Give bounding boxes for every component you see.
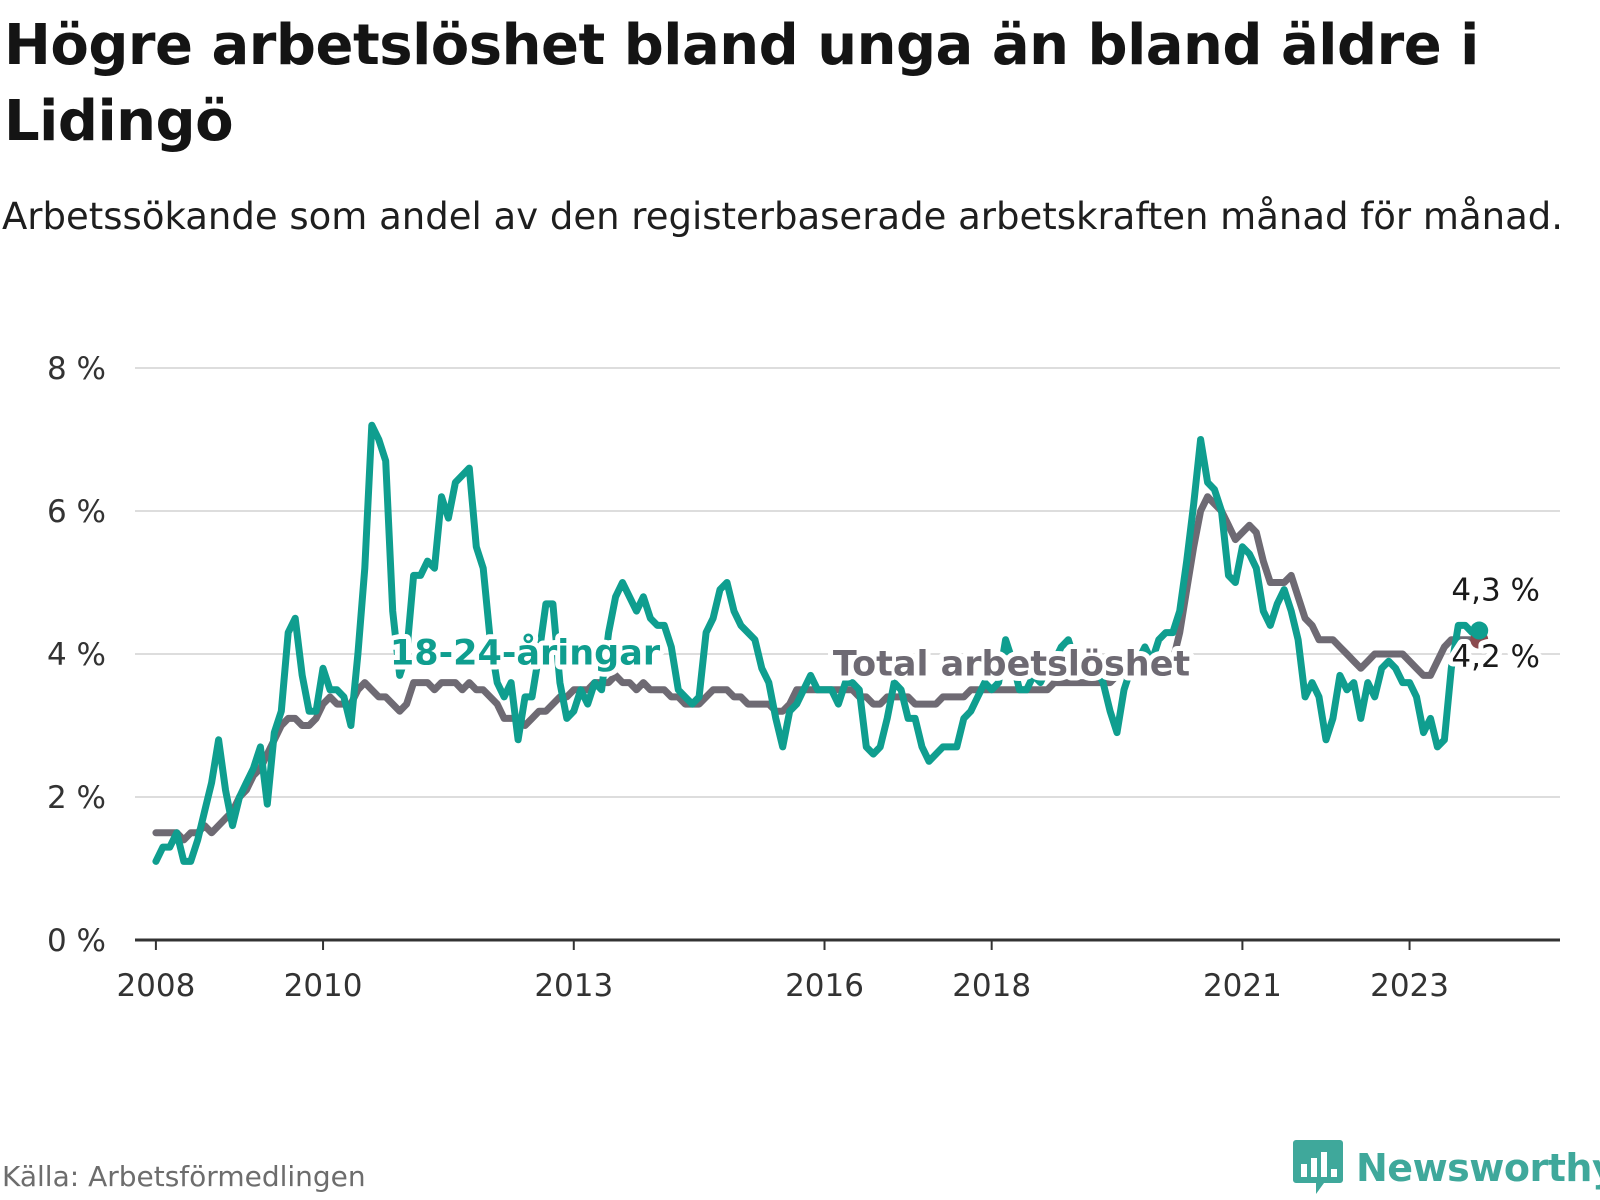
y-tick-label: 6 % (47, 494, 106, 530)
series-youth-end-label: 4,3 % (1451, 572, 1540, 608)
x-tick-label: 2018 (952, 968, 1031, 1004)
series-youth-label: 18-24-åringar (390, 633, 661, 674)
x-tick-label: 2008 (116, 968, 195, 1004)
series-lines (152, 421, 1489, 865)
x-tick-label: 2023 (1370, 968, 1449, 1004)
line-chart: 0 % 2 % 4 % 6 % 8 % 2008 2010 2013 2016 2018 2021… (47, 351, 1560, 1004)
chart-subtitle: Arbetssökande som andel av den registerb… (2, 195, 1563, 238)
y-tick-label: 2 % (47, 780, 106, 816)
brand-logo[interactable]: Newsworthy (1292, 1138, 1600, 1198)
series-youth-end-dot (1470, 621, 1489, 640)
series-total-label-halo: Total arbetslöshet (833, 644, 1190, 684)
x-tick-label: 2010 (284, 968, 363, 1004)
series-youth-line (152, 421, 1483, 865)
y-tick-label: 8 % (47, 351, 106, 387)
x-tick-label: 2013 (534, 968, 613, 1004)
x-axis: 2008 2010 2013 2016 2018 2021 2023 (116, 938, 1560, 1004)
series-total-end-label-halo: 4,2 % (1451, 639, 1540, 675)
x-tick-label: 2016 (785, 968, 864, 1004)
series-total-label: Total arbetslöshet (833, 644, 1190, 684)
series-total-end-label: 4,2 % (1451, 639, 1540, 675)
series-youth-label-halo: 18-24-åringar (390, 633, 661, 674)
gridlines (135, 367, 1560, 798)
y-axis-labels: 0 % 2 % 4 % 6 % 8 % (47, 351, 106, 959)
source-note: Källa: Arbetsförmedlingen (2, 1160, 366, 1193)
x-tick-label: 2021 (1203, 968, 1282, 1004)
y-tick-label: 4 % (47, 637, 106, 673)
newsworthy-logo-icon (1293, 1140, 1343, 1194)
y-tick-label: 0 % (47, 923, 106, 959)
chart-title: Högre arbetslöshet bland unga än bland ä… (4, 13, 1479, 154)
series-youth-end-label-halo: 4,3 % (1451, 572, 1540, 608)
brand-name: Newsworthy (1356, 1146, 1600, 1190)
